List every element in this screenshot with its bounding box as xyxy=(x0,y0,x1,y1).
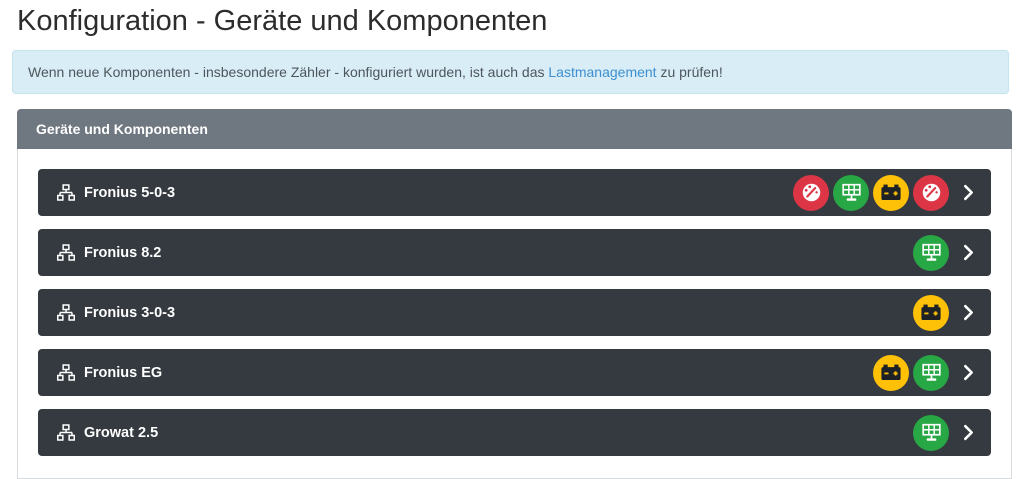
row-badges xyxy=(909,234,949,271)
row-badges xyxy=(869,354,949,391)
battery-warning-badge[interactable] xyxy=(873,354,909,391)
sitemap-icon xyxy=(57,364,75,382)
solar-panel-icon xyxy=(841,183,861,201)
sitemap-icon xyxy=(57,304,75,322)
car-battery-icon xyxy=(881,184,901,201)
panel-header: Geräte und Komponenten xyxy=(17,109,1012,150)
sitemap-icon xyxy=(57,184,75,202)
chevron-right-icon[interactable] xyxy=(962,243,975,262)
device-name: Growat 2.5 xyxy=(84,424,159,441)
device-name: Fronius 8.2 xyxy=(84,244,162,261)
row-badges xyxy=(909,294,949,331)
car-battery-icon xyxy=(881,364,901,381)
row-badges xyxy=(789,174,949,211)
chevron-right-icon[interactable] xyxy=(962,183,975,202)
info-alert: Wenn neue Komponenten - insbesondere Zäh… xyxy=(12,50,1009,95)
device-name: Fronius EG xyxy=(84,364,163,381)
battery-warning-badge[interactable] xyxy=(873,174,909,211)
battery-warning-badge[interactable] xyxy=(913,294,949,331)
car-battery-icon xyxy=(921,304,941,321)
device-name: Fronius 3-0-3 xyxy=(84,304,176,321)
solar-panel-badge[interactable] xyxy=(913,354,949,391)
device-row[interactable]: Fronius EG xyxy=(38,349,991,397)
gauge-icon xyxy=(802,184,820,202)
alert-text-after: zu prüfen! xyxy=(656,64,723,81)
solar-panel-badge[interactable] xyxy=(913,234,949,271)
device-name: Fronius 5-0-3 xyxy=(84,184,176,201)
page: Konfiguration - Geräte und Komponenten W… xyxy=(0,5,1032,479)
devices-panel: Geräte und Komponenten Fronius 5-0-3 xyxy=(17,109,1012,479)
device-list: Fronius 5-0-3 xyxy=(17,149,1012,479)
row-badges xyxy=(909,414,949,451)
alert-text-before: Wenn neue Komponenten - insbesondere Zäh… xyxy=(28,64,549,81)
solar-panel-badge[interactable] xyxy=(833,174,869,211)
device-row[interactable]: Growat 2.5 xyxy=(38,409,991,457)
chevron-right-icon[interactable] xyxy=(962,423,975,442)
page-title: Konfiguration - Geräte und Komponenten xyxy=(17,5,548,37)
chevron-right-icon[interactable] xyxy=(962,363,975,382)
meter-error-badge[interactable] xyxy=(913,174,949,211)
solar-panel-icon xyxy=(921,363,941,381)
gauge-icon xyxy=(922,184,940,202)
solar-panel-icon xyxy=(921,423,941,441)
panel-header-title: Geräte und Komponenten xyxy=(36,121,208,138)
chevron-right-icon[interactable] xyxy=(962,303,975,322)
solar-panel-badge[interactable] xyxy=(913,414,949,451)
meter-error-badge[interactable] xyxy=(793,174,829,211)
device-row[interactable]: Fronius 5-0-3 xyxy=(38,169,991,217)
device-row[interactable]: Fronius 8.2 xyxy=(38,229,991,277)
solar-panel-icon xyxy=(921,243,941,261)
sitemap-icon xyxy=(57,424,75,442)
sitemap-icon xyxy=(57,244,75,262)
lastmanagement-link[interactable]: Lastmanagement xyxy=(548,64,657,81)
device-row[interactable]: Fronius 3-0-3 xyxy=(38,289,991,337)
